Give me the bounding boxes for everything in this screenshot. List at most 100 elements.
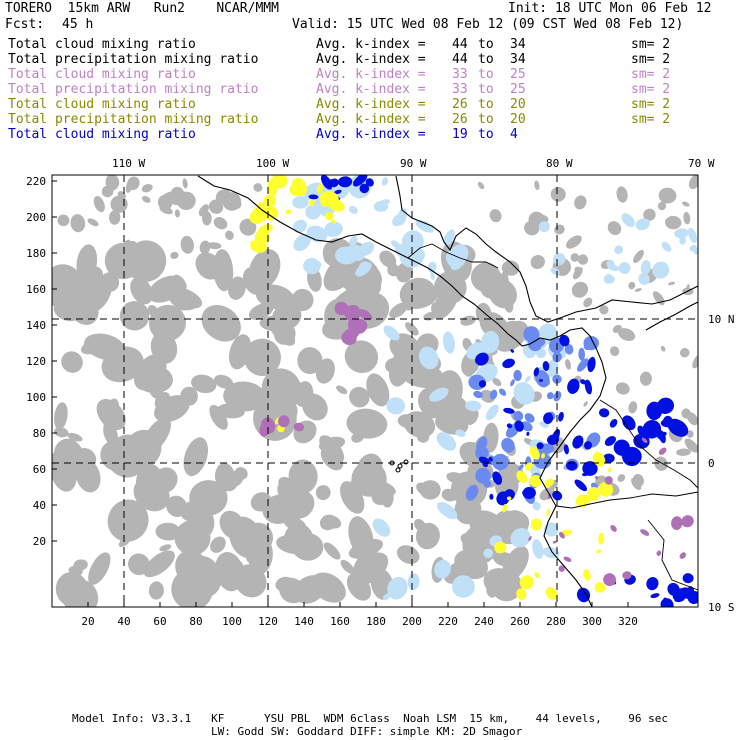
cloud-blob bbox=[489, 389, 498, 400]
border-line bbox=[555, 491, 699, 509]
cloud-blob bbox=[679, 235, 686, 245]
cloud-blob bbox=[643, 208, 656, 221]
cloud-blob bbox=[386, 397, 406, 415]
cloud-blob bbox=[57, 214, 70, 227]
cloud-blob bbox=[373, 200, 389, 212]
cloud-blob bbox=[156, 318, 180, 338]
cloud-blob bbox=[607, 221, 622, 236]
cloud-blob bbox=[311, 572, 346, 603]
cloud-blob bbox=[175, 550, 210, 587]
valid-time: Valid: 15 UTC Wed 08 Feb 12 (09 CST Wed … bbox=[292, 17, 684, 32]
cloud-blob bbox=[249, 210, 264, 225]
y-tick-label: 20 bbox=[33, 535, 46, 548]
cloud-blob bbox=[336, 385, 348, 395]
yellow-layer-north bbox=[249, 175, 345, 253]
legend-field-name: Total cloud mixing ratio bbox=[8, 67, 196, 82]
cloud-blob bbox=[465, 484, 479, 501]
cloud-blob bbox=[147, 304, 159, 318]
cloud-blob bbox=[667, 281, 676, 286]
longitude-label: 90 W bbox=[400, 157, 427, 170]
cloud-blob bbox=[577, 358, 589, 372]
cloud-blob bbox=[273, 322, 296, 345]
cloud-blob bbox=[294, 381, 314, 407]
cloud-blob bbox=[285, 209, 292, 215]
cloud-blob bbox=[318, 436, 346, 452]
cloud-blob bbox=[552, 540, 557, 544]
cloud-blob bbox=[613, 439, 630, 456]
pacific-coastline bbox=[197, 175, 607, 608]
cloud-blob bbox=[671, 516, 683, 530]
y-tick-label: 60 bbox=[33, 463, 46, 476]
cloud-blob bbox=[333, 183, 350, 199]
cloud-blob bbox=[587, 486, 601, 502]
cloud-blob bbox=[330, 219, 337, 224]
cloud-blob bbox=[550, 186, 566, 202]
cloud-blob bbox=[594, 476, 599, 480]
cloud-blob bbox=[506, 423, 513, 429]
longitude-label: 80 W bbox=[546, 157, 573, 170]
cloud-blob bbox=[501, 271, 509, 286]
cloud-blob bbox=[247, 536, 263, 552]
cloud-blob bbox=[554, 224, 565, 235]
cloud-blob bbox=[616, 186, 628, 203]
cloud-blob bbox=[489, 209, 502, 223]
cloud-blob bbox=[501, 260, 520, 276]
cloud-blob bbox=[84, 333, 126, 361]
cloud-blob bbox=[455, 429, 466, 438]
cloud-blob bbox=[372, 518, 391, 537]
cloud-blob bbox=[215, 557, 244, 575]
cloud-blob bbox=[544, 478, 554, 488]
cloud-blob bbox=[667, 418, 689, 437]
cloud-blob bbox=[155, 522, 181, 541]
cloud-blob bbox=[248, 302, 274, 320]
legend-avg-label: Avg. k-index = bbox=[316, 127, 426, 142]
x-tick-label: 120 bbox=[258, 615, 278, 628]
cloud-blob bbox=[443, 229, 455, 247]
cloud-blob bbox=[564, 344, 574, 355]
light-blue-layer bbox=[292, 175, 469, 280]
cloud-blob bbox=[107, 499, 149, 542]
init-time: Init: 18 UTC Mon 06 Feb 12 bbox=[508, 1, 712, 16]
cloud-blob bbox=[516, 470, 528, 483]
cloud-blob bbox=[293, 422, 305, 432]
legend-k-to: 34 bbox=[510, 52, 526, 67]
cloud-blob bbox=[61, 351, 83, 373]
legend-field-name: Total precipitation mixing ratio bbox=[8, 52, 259, 67]
cloud-blob bbox=[646, 576, 659, 591]
cloud-blob bbox=[558, 565, 565, 572]
border-line bbox=[647, 519, 699, 591]
legend-to: to bbox=[478, 82, 494, 97]
cloud-blob bbox=[102, 398, 120, 429]
blue-layer bbox=[475, 334, 598, 506]
cloud-blob bbox=[501, 437, 515, 453]
cloud-blob bbox=[93, 196, 105, 213]
country-borders bbox=[407, 243, 699, 591]
legend-k-from: 44 bbox=[452, 52, 468, 67]
cloud-blob bbox=[417, 431, 430, 443]
cloud-blob bbox=[534, 180, 540, 191]
cloud-blob bbox=[502, 503, 508, 513]
cloud-blob bbox=[344, 340, 379, 374]
cloud-blob bbox=[513, 382, 535, 405]
cloud-blob bbox=[68, 566, 83, 576]
cloud-blob bbox=[628, 281, 636, 290]
cloud-blob bbox=[88, 552, 111, 585]
cloud-blob bbox=[599, 305, 609, 315]
legend-smoothing: sm= 2 bbox=[631, 112, 671, 127]
cloud-blob bbox=[510, 349, 514, 353]
cloud-blob bbox=[576, 587, 591, 603]
legend-field-name: Total cloud mixing ratio bbox=[8, 97, 196, 112]
cloud-blob bbox=[125, 179, 134, 193]
cloud-blob bbox=[682, 201, 690, 207]
cloud-blob bbox=[392, 213, 406, 227]
legend-k-from: 26 bbox=[452, 97, 468, 112]
x-tick-label: 100 bbox=[222, 615, 242, 628]
cloud-blob bbox=[172, 398, 186, 412]
cloud-blob bbox=[258, 202, 266, 208]
cloud-blob bbox=[327, 198, 345, 212]
cloud-blob bbox=[153, 246, 163, 257]
cloud-blob bbox=[423, 311, 438, 321]
cloud-blob bbox=[615, 382, 630, 395]
